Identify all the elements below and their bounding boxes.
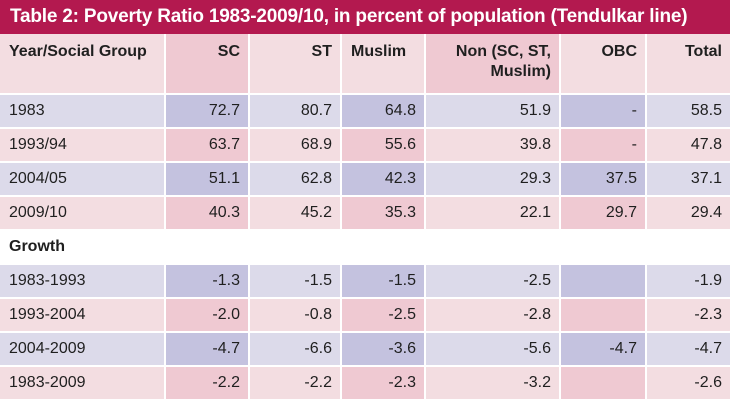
cell-non: -2.5	[425, 264, 561, 299]
table-row: 2004/05 51.1 62.8 42.3 29.3 37.5 37.1	[0, 162, 730, 197]
row-label: 2004-2009	[0, 332, 166, 367]
cell-st: -0.8	[249, 298, 342, 333]
table-row: 1983 72.7 80.7 64.8 51.9 - 58.5	[0, 94, 730, 129]
cell-st: 68.9	[249, 128, 342, 163]
cell-non: -5.6	[425, 332, 561, 367]
cell-sc: 51.1	[165, 162, 250, 197]
cell-muslim: -2.3	[341, 366, 426, 401]
cell-obc: -4.7	[560, 332, 647, 367]
cell-st: 45.2	[249, 196, 342, 231]
table-row: 1983-1993 -1.3 -1.5 -1.5 -2.5 -1.9	[0, 264, 730, 299]
row-label: 2004/05	[0, 162, 166, 197]
cell-st: -1.5	[249, 264, 342, 299]
row-label: 1983	[0, 94, 166, 129]
cell-sc: 40.3	[165, 196, 250, 231]
row-label: 2009/10	[0, 196, 166, 231]
table-row: 2004-2009 -4.7 -6.6 -3.6 -5.6 -4.7 -4.7	[0, 332, 730, 367]
row-label: 1983-1993	[0, 264, 166, 299]
table-row: 1993-2004 -2.0 -0.8 -2.5 -2.8 -2.3	[0, 298, 730, 333]
cell-obc	[560, 298, 647, 333]
table-title: Table 2: Poverty Ratio 1983-2009/10, in …	[0, 0, 730, 34]
cell-muslim: 42.3	[341, 162, 426, 197]
growth-section-row: Growth	[0, 230, 730, 265]
cell-muslim: 64.8	[341, 94, 426, 129]
cell-total: 29.4	[646, 196, 730, 231]
cell-st: 62.8	[249, 162, 342, 197]
cell-total: 47.8	[646, 128, 730, 163]
header-st: ST	[249, 34, 342, 95]
header-obc: OBC	[560, 34, 647, 95]
cell-muslim: -3.6	[341, 332, 426, 367]
cell-non: 51.9	[425, 94, 561, 129]
header-year-social-group: Year/Social Group	[0, 34, 166, 95]
cell-st: 80.7	[249, 94, 342, 129]
cell-obc	[560, 366, 647, 401]
header-total: Total	[646, 34, 730, 95]
cell-obc: -	[560, 128, 647, 163]
cell-total: 37.1	[646, 162, 730, 197]
cell-total: -4.7	[646, 332, 730, 367]
cell-total: -2.3	[646, 298, 730, 333]
cell-muslim: 35.3	[341, 196, 426, 231]
cell-total: -1.9	[646, 264, 730, 299]
cell-muslim: 55.6	[341, 128, 426, 163]
cell-sc: -2.0	[165, 298, 250, 333]
poverty-ratio-table: Year/Social Group SC ST Muslim Non (SC, …	[0, 34, 730, 401]
growth-heading: Growth	[0, 230, 166, 265]
cell-non: 29.3	[425, 162, 561, 197]
row-label: 1993-2004	[0, 298, 166, 333]
cell-total: 58.5	[646, 94, 730, 129]
cell-muslim: -2.5	[341, 298, 426, 333]
cell-sc: 72.7	[165, 94, 250, 129]
cell-non: -2.8	[425, 298, 561, 333]
table-row: 1983-2009 -2.2 -2.2 -2.3 -3.2 -2.6	[0, 366, 730, 401]
cell-sc: 63.7	[165, 128, 250, 163]
cell-non: 22.1	[425, 196, 561, 231]
cell-st: -6.6	[249, 332, 342, 367]
header-row: Year/Social Group SC ST Muslim Non (SC, …	[0, 34, 730, 95]
cell-sc: -1.3	[165, 264, 250, 299]
row-label: 1983-2009	[0, 366, 166, 401]
cell-total: -2.6	[646, 366, 730, 401]
cell-st: -2.2	[249, 366, 342, 401]
header-non-sc-st-muslim: Non (SC, ST, Muslim)	[425, 34, 561, 95]
cell-obc: 37.5	[560, 162, 647, 197]
table-row: 2009/10 40.3 45.2 35.3 22.1 29.7 29.4	[0, 196, 730, 231]
row-label: 1993/94	[0, 128, 166, 163]
header-sc: SC	[165, 34, 250, 95]
cell-obc	[560, 264, 647, 299]
cell-obc: 29.7	[560, 196, 647, 231]
cell-obc: -	[560, 94, 647, 129]
table-row: 1993/94 63.7 68.9 55.6 39.8 - 47.8	[0, 128, 730, 163]
header-muslim: Muslim	[341, 34, 426, 95]
cell-non: 39.8	[425, 128, 561, 163]
cell-non: -3.2	[425, 366, 561, 401]
cell-muslim: -1.5	[341, 264, 426, 299]
cell-sc: -2.2	[165, 366, 250, 401]
cell-sc: -4.7	[165, 332, 250, 367]
